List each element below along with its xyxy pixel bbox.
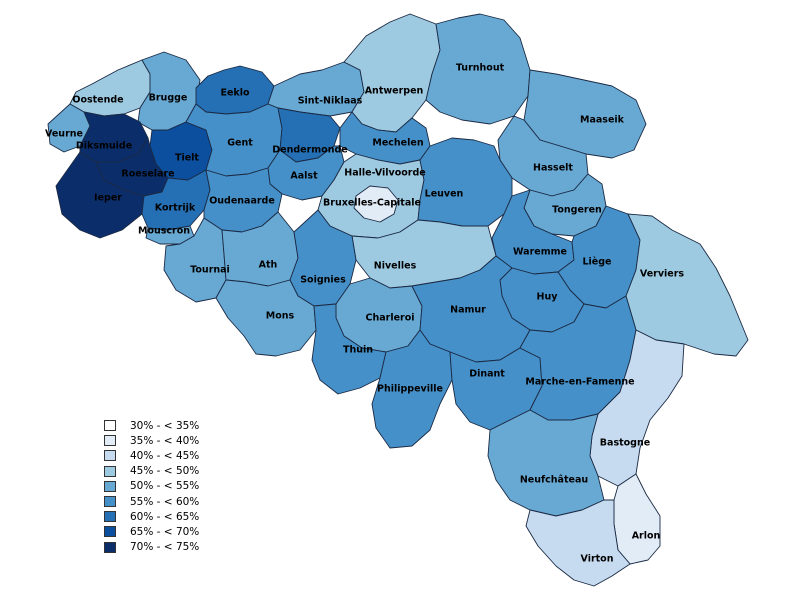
district-label-philippeville: Philippeville xyxy=(377,384,443,395)
district-label-tongeren: Tongeren xyxy=(552,205,602,216)
district-label-waremme: Waremme xyxy=(513,247,567,258)
legend-item: 45% - < 50% xyxy=(104,464,199,479)
district-label-diksmuide: Diksmuide xyxy=(76,141,132,152)
legend-label: 35% - < 40% xyxy=(130,434,200,447)
legend-item: 40% - < 45% xyxy=(104,448,199,463)
district-verviers xyxy=(625,213,749,357)
district-label-virton: Virton xyxy=(581,554,614,565)
legend-label: 60% - < 65% xyxy=(130,510,200,523)
district-label-ath: Ath xyxy=(259,260,278,271)
district-label-oudenaarde: Oudenaarde xyxy=(209,196,275,207)
district-label-mechelen: Mechelen xyxy=(372,138,423,149)
district-label-maaseik: Maaseik xyxy=(580,115,625,126)
legend-swatch xyxy=(104,511,116,523)
legend-label: 55% - < 60% xyxy=(130,495,200,508)
district-label-verviers: Verviers xyxy=(640,269,685,280)
legend-item: 60% - < 65% xyxy=(104,509,199,524)
district-label-dendermonde: Dendermonde xyxy=(272,145,347,156)
legend-item: 70% - < 75% xyxy=(104,540,199,555)
district-label-halle-vilvoorde: Halle-Vilvoorde xyxy=(344,168,425,179)
legend-label: 50% - < 55% xyxy=(130,480,200,493)
district-label-aalst: Aalst xyxy=(290,171,318,182)
legend-label: 30% - < 35% xyxy=(130,419,200,432)
legend-swatch xyxy=(104,480,116,492)
district-label-mouscron: Mouscron xyxy=(138,226,190,237)
legend-item: 30% - < 35% xyxy=(104,418,199,433)
district-leuven xyxy=(417,137,513,227)
legend-swatch xyxy=(104,526,116,538)
district-label-oostende: Oostende xyxy=(72,95,123,106)
district-virton xyxy=(525,499,631,587)
legend-swatch xyxy=(104,465,116,477)
district-sint-niklaas xyxy=(267,61,365,117)
district-label-soignies: Soignies xyxy=(300,275,346,286)
district-label-neufchateau: Neufchâteau xyxy=(520,475,588,486)
district-label-tielt: Tielt xyxy=(175,153,199,164)
district-label-ieper: Ieper xyxy=(94,193,122,204)
district-label-bruxelles-capitale: Bruxelles-Capitale xyxy=(323,198,421,209)
district-label-eeklo: Eeklo xyxy=(220,88,250,99)
legend-label: 65% - < 70% xyxy=(130,525,200,538)
district-oostende xyxy=(69,59,151,117)
district-label-huy: Huy xyxy=(537,292,559,303)
legend-item: 55% - < 60% xyxy=(104,494,199,509)
legend-swatch xyxy=(104,496,116,508)
district-neufchateau xyxy=(487,409,605,517)
district-label-kortrijk: Kortrijk xyxy=(155,203,196,214)
legend-swatch xyxy=(104,435,116,447)
district-philippeville xyxy=(371,329,453,449)
legend-swatch xyxy=(104,541,116,553)
district-label-marche-en-famenne: Marche-en-Famenne xyxy=(525,377,634,388)
district-label-antwerpen: Antwerpen xyxy=(365,86,424,97)
district-label-liege: Liège xyxy=(583,257,612,268)
district-antwerpen xyxy=(343,13,441,133)
district-label-arlon: Arlon xyxy=(632,531,661,542)
district-label-thuin: Thuin xyxy=(343,345,373,356)
legend-item: 35% - < 40% xyxy=(104,433,199,448)
district-label-gent: Gent xyxy=(227,138,253,149)
district-label-leuven: Leuven xyxy=(425,189,464,200)
district-label-namur: Namur xyxy=(450,305,486,316)
district-label-mons: Mons xyxy=(266,311,295,322)
legend-swatch xyxy=(104,420,116,432)
legend-item: 65% - < 70% xyxy=(104,524,199,539)
district-label-bastogne: Bastogne xyxy=(600,438,650,449)
map-legend: 30% - < 35% 35% - < 40% 40% - < 45% 45% - <… xyxy=(104,418,199,555)
district-label-brugge: Brugge xyxy=(149,93,188,104)
district-arlon xyxy=(613,473,661,565)
district-label-hasselt: Hasselt xyxy=(533,163,573,174)
legend-label: 40% - < 45% xyxy=(130,449,200,462)
district-label-dinant: Dinant xyxy=(469,369,505,380)
district-bruxelles-capitale xyxy=(353,185,399,223)
district-label-nivelles: Nivelles xyxy=(374,261,417,272)
district-label-tournai: Tournai xyxy=(190,265,230,276)
legend-swatch xyxy=(104,450,116,462)
legend-label: 45% - < 50% xyxy=(130,465,200,478)
district-label-roeselare: Roeselare xyxy=(121,169,174,180)
legend-label: 70% - < 75% xyxy=(130,541,200,554)
legend-item: 50% - < 55% xyxy=(104,479,199,494)
district-label-veurne: Veurne xyxy=(45,129,83,140)
district-label-charleroi: Charleroi xyxy=(366,313,415,324)
district-label-turnhout: Turnhout xyxy=(456,63,505,74)
district-label-sint-niklaas: Sint-Niklaas xyxy=(298,96,363,107)
